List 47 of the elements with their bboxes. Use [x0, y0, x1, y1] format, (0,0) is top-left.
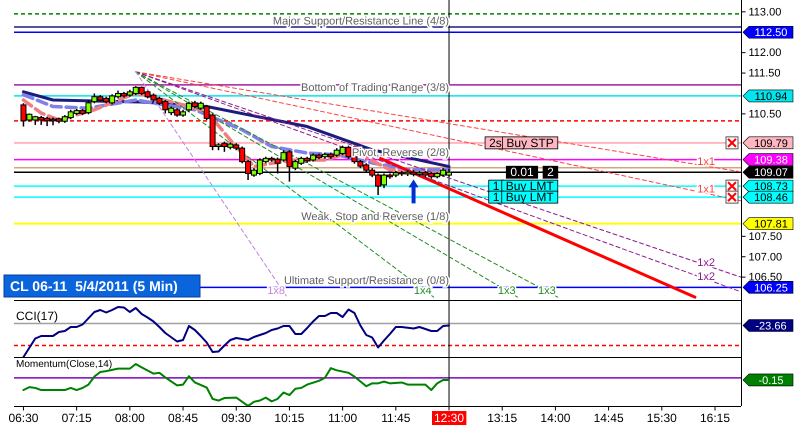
- series-label: 1x1: [697, 184, 715, 196]
- y-tick-label: 113.00: [748, 6, 782, 18]
- annotation: Major Support/Resistance Line (4/8): [272, 15, 450, 28]
- ref-line-label: 109.79: [754, 138, 788, 150]
- x-tick-label: 07:15: [62, 411, 92, 426]
- series-label: 1x2: [697, 257, 715, 269]
- ref-line-label: 110.94: [754, 90, 788, 103]
- chart-title: Momentum(Close,14): [16, 359, 112, 370]
- x-tick-label: 08:00: [114, 411, 146, 426]
- annotation: 0.01: [510, 165, 534, 180]
- x-tick-label: 11:00: [328, 411, 358, 426]
- y-tick-label: 106.50: [748, 272, 782, 284]
- text: -0.15: [758, 374, 784, 387]
- annotation: Buy STP: [506, 136, 554, 150]
- x-tick-label: 12:30: [434, 411, 464, 426]
- annotation: Bottom of Trading Range (3/8): [301, 82, 450, 94]
- y-tick-label: 111.50: [748, 68, 781, 80]
- y-tick-label: 112.00: [748, 47, 782, 60]
- ref-line-label: 107.81: [754, 218, 788, 231]
- ref-line-label: 112.50: [754, 27, 788, 40]
- ref-line-label: 108.46: [754, 192, 788, 204]
- y-tick-label: 107.00: [748, 251, 782, 264]
- x-tick-label: 14:45: [594, 411, 624, 426]
- y-tick-label: 107.50: [748, 230, 782, 243]
- x-tick-label: 10:15: [274, 411, 305, 426]
- annotation: Ultimate Support/Resistance (0/8): [284, 275, 450, 287]
- x-tick-label: 09:30: [221, 411, 252, 426]
- ref-line-label: 109.07: [754, 167, 788, 180]
- series-label: 1x3: [538, 285, 556, 298]
- text: CL 06-11 5/4/2011 (5 Min): [10, 278, 178, 294]
- x-tick-label: 11:45: [381, 411, 411, 426]
- x-tick-label: 14:00: [540, 411, 571, 426]
- annotation: 2s: [489, 136, 502, 150]
- x-tick-label: 06:30: [8, 411, 39, 426]
- ref-line-label: 106.25: [754, 282, 788, 294]
- x-tick-label: 16:15: [700, 411, 730, 426]
- x-tick-label: 15:30: [646, 411, 678, 426]
- x-tick-label: 13:15: [487, 411, 518, 426]
- series-label: 1x8: [267, 285, 286, 298]
- y-tick-label: 110.50: [748, 108, 782, 120]
- text: -23.66: [755, 320, 787, 332]
- ref-line-label: 109.38: [754, 154, 788, 167]
- chart-title: CCI(17): [16, 309, 58, 323]
- annotation: 2: [547, 165, 554, 180]
- series-label: 1x2: [697, 271, 715, 284]
- ref-line-label: 108.73: [754, 181, 788, 194]
- x-tick-label: 08:45: [168, 411, 198, 426]
